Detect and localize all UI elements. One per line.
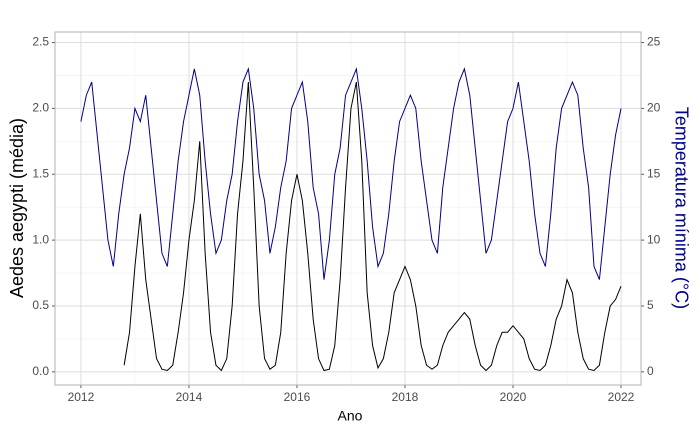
- y2-tick-label: 20: [647, 101, 661, 115]
- x-tick-label: 2020: [500, 390, 527, 404]
- y-tick-label: 0.0: [32, 364, 49, 378]
- y-axis-title: Aedes aegypti (média): [7, 118, 27, 298]
- series-line: [80, 66, 622, 280]
- y2-tick-label: 25: [647, 35, 661, 49]
- y2-tick-label: 5: [647, 298, 654, 312]
- y-tick-label: 1.0: [32, 232, 49, 246]
- x-tick-label: 2014: [176, 390, 203, 404]
- y-tick-label: 1.5: [32, 166, 49, 180]
- y2-axis-title: Temperatura mínima (°C): [671, 107, 691, 309]
- x-tick-label: 2022: [608, 390, 635, 404]
- x-tick-label: 2016: [284, 390, 311, 404]
- panel-border: [54, 31, 642, 386]
- y2-tick-label: 10: [647, 232, 661, 246]
- y-tick-label: 2.0: [32, 101, 49, 115]
- x-tick-label: 2012: [68, 390, 95, 404]
- panel: [55, 32, 641, 385]
- x-axis-title: Ano: [338, 408, 363, 424]
- y-tick-label: 2.5: [32, 35, 49, 49]
- x-tick-label: 2018: [392, 390, 419, 404]
- y2-tick-label: 0: [647, 364, 654, 378]
- y2-tick-label: 15: [647, 166, 661, 180]
- series-line: [123, 81, 622, 372]
- y-tick-label: 0.5: [32, 298, 49, 312]
